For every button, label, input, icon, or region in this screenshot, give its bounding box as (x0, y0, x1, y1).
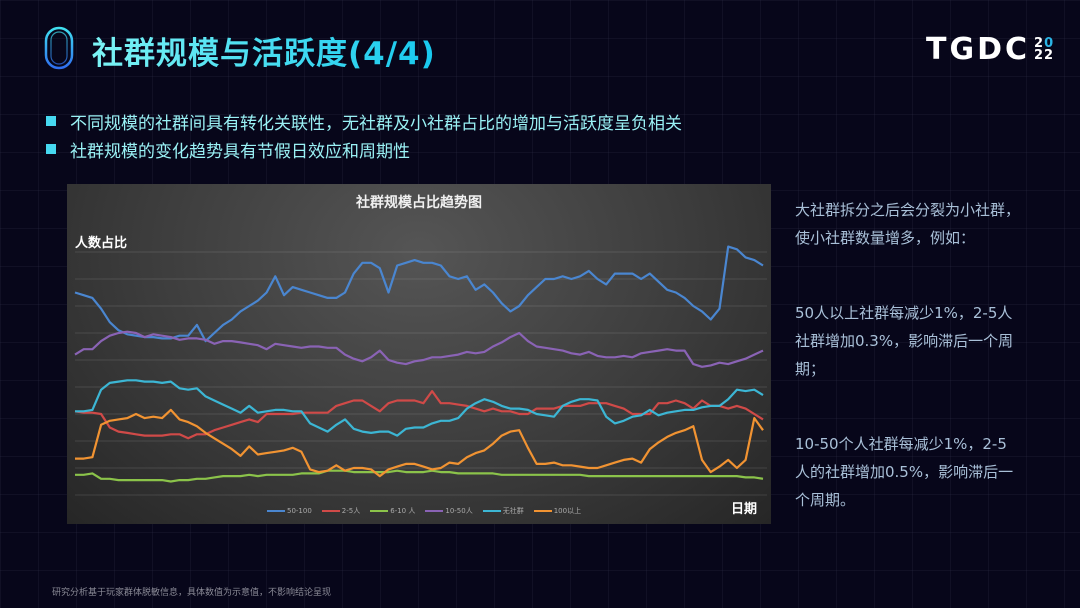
legend-item: 50-100 (267, 506, 312, 516)
legend-swatch-icon (533, 510, 552, 512)
bullet-text: 不同规模的社群间具有转化关联性，无社群及小社群占比的增加与活跃度呈负相关 (70, 113, 682, 134)
side-note: 50人以上社群每减少1%，2-5人社群增加0.3%，影响滞后一个周期； (795, 304, 1014, 378)
series-line (75, 469, 764, 483)
legend-swatch-icon (321, 510, 340, 512)
brand-year-accent: 0 (1044, 35, 1055, 51)
x-axis-label: 日期 (730, 502, 757, 517)
y-axis-label: 人数占比 (75, 236, 128, 251)
side-note: 大社群拆分之后会分裂为小社群，使小社群数量增多，例如： (795, 201, 1021, 247)
legend-label: 无社群 (502, 507, 524, 515)
bullet-item: 不同规模的社群间具有转化关联性，无社群及小社群占比的增加与活跃度呈负相关 (46, 107, 682, 135)
brand-year: 20 22 (1034, 35, 1055, 63)
series-line (74, 330, 764, 368)
page-title: 社群规模与活跃度(4/4) (92, 28, 436, 73)
legend-label: 10-50人 (445, 507, 473, 515)
brand-logo: TGDC 20 22 (926, 32, 1054, 67)
legend-item: 2-5人 (321, 506, 361, 516)
legend-label: 2-5人 (341, 507, 361, 515)
trend-chart: 社群规模占比趋势图 人数占比 日期 50-100 2-5人 6-10 人 10-50人… (67, 184, 771, 524)
chart-legend: 50-100 2-5人 6-10 人 10-50人 无社群 100以上 (267, 506, 581, 516)
legend-swatch-icon (267, 510, 285, 512)
legend-label: 50-100 (287, 507, 312, 515)
series-line (75, 379, 764, 437)
legend-item: 6-10 人 (370, 506, 415, 516)
bullet-list: 不同规模的社群间具有转化关联性，无社群及小社群占比的增加与活跃度呈负相关 社群规… (46, 107, 682, 163)
brand-year-digit: 2 (1034, 35, 1045, 51)
legend-swatch-icon (482, 510, 501, 512)
chart-title: 社群规模占比趋势图 (356, 195, 482, 211)
chart-plot-area (74, 245, 767, 496)
series-line (74, 390, 764, 440)
bullet-item: 社群规模的变化趋势具有节假日效应和周期性 (46, 135, 682, 163)
footer-disclaimer: 研究分析基于玩家群体脱敏信息，具体数值为示意值，不影响结论呈现 (52, 588, 332, 598)
legend-swatch-icon (370, 510, 389, 512)
brand-name: TGDC (926, 32, 1031, 67)
side-note: 10-50个人社群每减少1%，2-5人的社群增加0.5%，影响滞后一个周期。 (795, 435, 1014, 509)
brand-year-bottom: 22 (1034, 47, 1055, 63)
legend-label: 6-10 人 (390, 507, 416, 515)
series-line (75, 408, 764, 478)
logo-capsule-icon (44, 26, 74, 70)
series-line (74, 245, 764, 343)
side-notes: 大社群拆分之后会分裂为小社群，使小社群数量增多，例如： 50人以上社群每减少1%… (795, 196, 1020, 561)
legend-item: 无社群 (482, 506, 524, 516)
bullet-text: 社群规模的变化趋势具有节假日效应和周期性 (70, 141, 410, 162)
bullet-square-icon (46, 116, 56, 126)
legend-item: 10-50人 (425, 506, 473, 516)
legend-swatch-icon (425, 510, 444, 512)
legend-label: 100以上 (553, 507, 582, 515)
legend-item: 100以上 (533, 506, 582, 516)
bullet-square-icon (46, 144, 56, 154)
